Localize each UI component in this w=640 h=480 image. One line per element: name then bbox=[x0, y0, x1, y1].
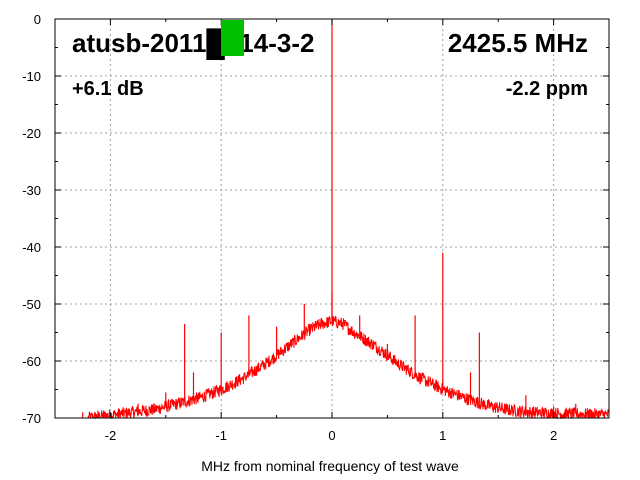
y-axis-ticks: 0 -10 -20 -30 -40 -50 -60 -70 bbox=[22, 12, 609, 426]
chart-title: atusb-2011█214-3-2 bbox=[72, 28, 314, 60]
series-trace bbox=[82, 19, 610, 420]
redaction-block bbox=[221, 20, 244, 56]
spectrum-trace bbox=[87, 315, 610, 420]
x-axis-ticks: -2 -1 0 1 2 bbox=[54, 19, 610, 443]
x-tick-label: 2 bbox=[550, 428, 557, 443]
y-tick-label: -10 bbox=[22, 69, 41, 84]
y-tick-label: 0 bbox=[34, 12, 41, 27]
y-tick-label: -50 bbox=[22, 297, 41, 312]
y-tick-label: -60 bbox=[22, 354, 41, 369]
y-tick-label: -70 bbox=[22, 411, 41, 426]
x-tick-label: 0 bbox=[328, 428, 335, 443]
x-axis-label: MHz from nominal frequency of test wave bbox=[201, 458, 459, 474]
level-label: +6.1 dB bbox=[72, 78, 144, 100]
y-tick-label: -20 bbox=[22, 126, 41, 141]
x-tick-label: -1 bbox=[215, 428, 227, 443]
y-tick-label: -40 bbox=[22, 240, 41, 255]
ppm-label: -2.2 ppm bbox=[506, 78, 588, 100]
y-tick-label: -30 bbox=[22, 183, 41, 198]
frequency-label: 2425.5 MHz bbox=[448, 28, 588, 58]
x-tick-label: 1 bbox=[439, 428, 446, 443]
x-tick-label: -2 bbox=[105, 428, 117, 443]
